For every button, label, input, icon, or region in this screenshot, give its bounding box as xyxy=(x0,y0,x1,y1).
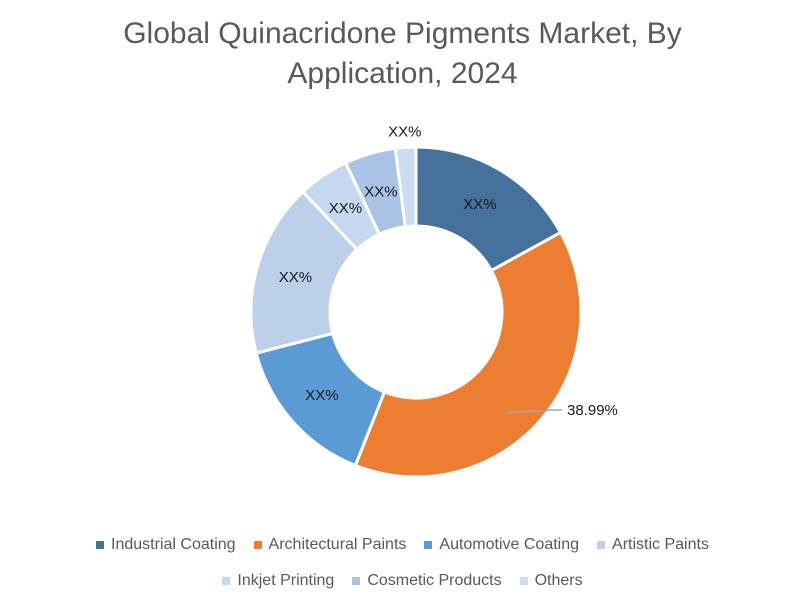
data-label-industrial-coating: XX% xyxy=(463,196,496,213)
legend-label: Automotive Coating xyxy=(439,536,580,553)
legend-label: Industrial Coating xyxy=(111,536,236,553)
chart-legend: Industrial Coating Architectural Paints Au… xyxy=(0,530,805,602)
legend-item-others: Others xyxy=(519,572,583,590)
legend-item-automotive-coating: Automotive Coating xyxy=(424,536,579,554)
data-label-artistic-paints: XX% xyxy=(279,269,312,286)
legend-item-inkjet-printing: Inkjet Printing xyxy=(222,572,334,590)
slice-architectural-paints xyxy=(353,230,583,479)
legend-swatch xyxy=(519,577,528,585)
data-label-architectural-paints: 38.99% xyxy=(567,402,618,419)
slice-artistic-paints xyxy=(249,189,360,355)
donut-chart: XX%38.99%XX%XX%XX%XX%XX% xyxy=(249,123,618,479)
legend-item-architectural-paints: Architectural Paints xyxy=(253,536,407,554)
legend-swatch xyxy=(597,541,606,549)
legend-row-1: Industrial Coating Architectural Paints Au… xyxy=(0,530,805,560)
legend-item-artistic-paints: Artistic Paints xyxy=(597,536,709,554)
slice-industrial-coating xyxy=(414,145,563,273)
data-label-inkjet-printing: XX% xyxy=(329,200,362,217)
legend-label: Others xyxy=(534,572,583,589)
leader-line xyxy=(505,409,562,414)
legend-swatch xyxy=(96,541,105,549)
legend-swatch xyxy=(424,541,433,549)
legend-label: Architectural Paints xyxy=(268,536,407,553)
legend-swatch xyxy=(222,577,231,585)
data-label-others: XX% xyxy=(388,123,421,140)
legend-item-cosmetic-products: Cosmetic Products xyxy=(352,572,502,590)
data-label-automotive-coating: XX% xyxy=(305,387,338,404)
legend-label: Inkjet Printing xyxy=(237,572,335,589)
legend-label: Artistic Paints xyxy=(612,536,709,553)
chart-title: Global Quinacridone Pigments Market, By … xyxy=(0,14,805,94)
legend-swatch xyxy=(253,541,262,549)
chart-title-line-1: Global Quinacridone Pigments Market, By xyxy=(123,17,682,50)
data-label-cosmetic-products: XX% xyxy=(364,183,397,200)
legend-item-industrial-coating: Industrial Coating xyxy=(96,536,236,554)
legend-label: Cosmetic Products xyxy=(367,572,502,589)
slice-others xyxy=(393,145,418,229)
legend-swatch xyxy=(352,577,361,585)
legend-row-2: Inkjet Printing Cosmetic Products Others xyxy=(0,566,805,596)
chart-title-line-2: Application, 2024 xyxy=(287,57,518,90)
